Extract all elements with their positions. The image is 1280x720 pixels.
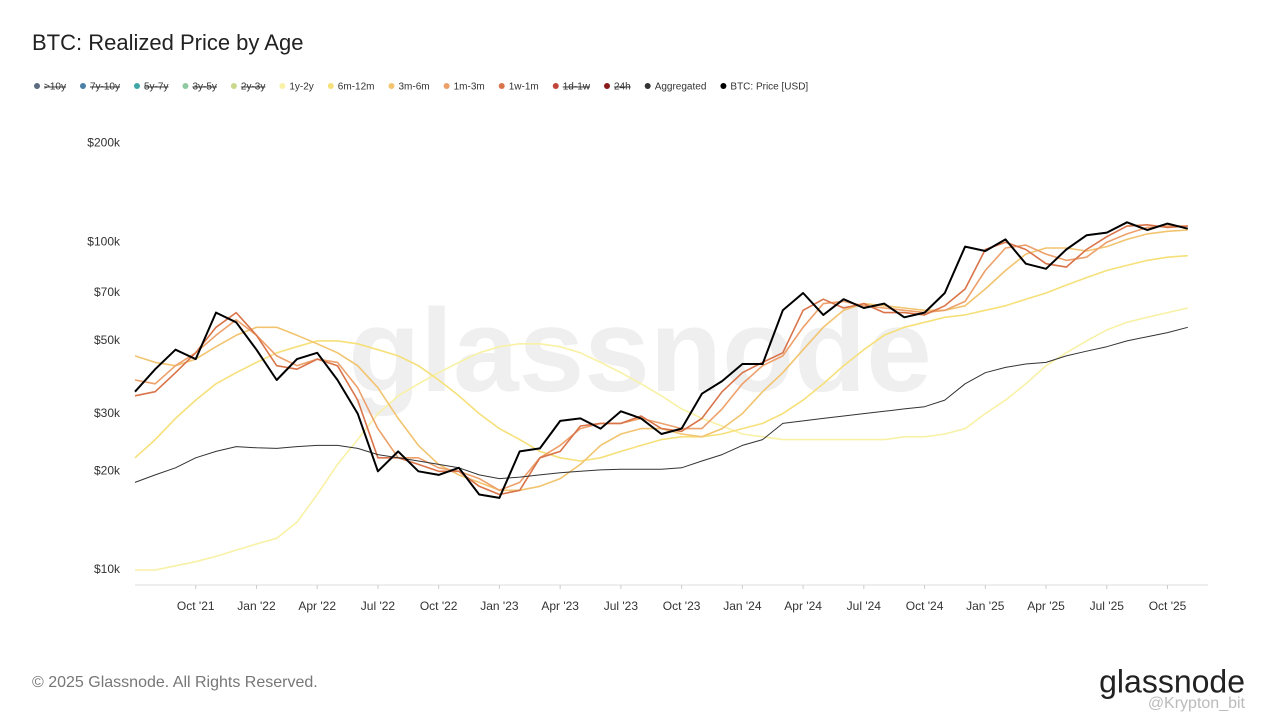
x-tick-label: Jul '25 <box>1090 599 1125 613</box>
x-tick-label: Oct '22 <box>420 599 458 613</box>
legend-marker <box>498 83 505 89</box>
legend-label: >10y <box>44 82 66 93</box>
x-tick-label: Apr '22 <box>298 599 336 613</box>
y-tick-label: $200k <box>87 136 121 150</box>
logo: glassnode <box>1099 663 1245 699</box>
legend-marker <box>230 83 237 89</box>
chart-title: BTC: Realized Price by Age <box>32 30 303 55</box>
legend: >10y 7y-10y 5y-7y 3y-5y 2y-3y 1y-2y 6m-12m 3m-6… <box>34 82 808 93</box>
copyright: © 2025 Glassnode. All Rights Reserved. <box>32 674 318 691</box>
x-tick-label: Oct '21 <box>177 599 215 613</box>
x-tick-label: Oct '24 <box>906 599 944 613</box>
y-tick-label: $10k <box>94 562 121 576</box>
legend-label: 1w-1m <box>509 82 539 93</box>
legend-marker <box>79 83 86 89</box>
legend-label: 3y-5y <box>192 82 216 93</box>
legend-marker <box>388 83 395 89</box>
legend-label: 6m-12m <box>338 82 375 93</box>
series-line <box>134 326 1188 483</box>
legend-label: 2y-3y <box>241 82 265 93</box>
legend-label: 7y-10y <box>90 82 120 93</box>
x-tick-label: Jan '24 <box>723 599 762 613</box>
y-tick-label: $100k <box>87 234 121 248</box>
legend-label: 1y-2y <box>289 82 313 93</box>
legend-marker <box>644 83 651 89</box>
x-tick-label: Jan '23 <box>480 599 519 613</box>
x-tick-label: Jan '22 <box>237 599 276 613</box>
credit: @Krypton_bit <box>1148 695 1246 712</box>
x-tick-label: Oct '25 <box>1149 599 1187 613</box>
legend-marker <box>182 83 189 89</box>
legend-label: Aggregated <box>655 82 707 93</box>
y-tick-label: $30k <box>94 406 121 420</box>
x-tick-label: Apr '24 <box>784 599 822 613</box>
legend-label: BTC: Price [USD] <box>730 82 808 93</box>
legend-marker <box>720 83 727 89</box>
legend-label: 24h <box>614 82 631 93</box>
legend-label: 1m-3m <box>454 82 485 93</box>
legend-marker <box>327 83 334 89</box>
y-tick-label: $50k <box>94 333 121 347</box>
series-line <box>134 254 1188 462</box>
watermark: glassnode <box>348 285 932 417</box>
legend-label: 1d-1w <box>563 82 591 93</box>
series-line <box>134 221 1189 499</box>
legend-marker <box>279 83 286 89</box>
series-line <box>135 307 1188 571</box>
x-tick-label: Jul '23 <box>604 599 639 613</box>
legend-marker <box>443 83 450 89</box>
y-tick-label: $20k <box>94 464 121 478</box>
x-tick-label: Jul '22 <box>361 599 396 613</box>
x-tick-label: Jul '24 <box>847 599 882 613</box>
x-tick-label: Jan '25 <box>966 599 1005 613</box>
series-line <box>134 224 1188 496</box>
legend-marker <box>552 83 559 89</box>
legend-marker <box>604 83 610 89</box>
y-tick-label: $70k <box>94 285 121 299</box>
legend-label: 3m-6m <box>398 82 429 93</box>
legend-marker <box>34 83 40 89</box>
x-tick-label: Apr '25 <box>1027 599 1065 613</box>
x-tick-label: Apr '23 <box>541 599 579 613</box>
legend-marker <box>133 83 140 89</box>
legend-label: 5y-7y <box>144 82 168 93</box>
x-tick-label: Oct '23 <box>663 599 701 613</box>
